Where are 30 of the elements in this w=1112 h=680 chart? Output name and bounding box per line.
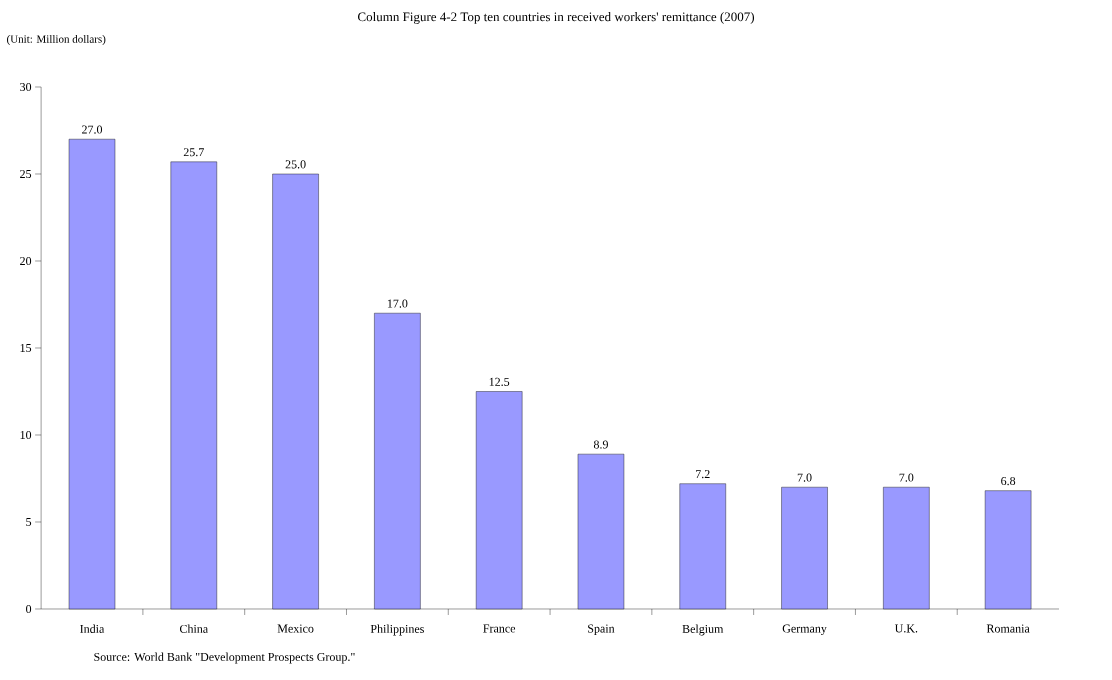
y-axis-title: (Unit: Million dollars) [7, 35, 106, 45]
x-tick-label: Belgium [682, 624, 724, 636]
x-tick-label: India [80, 624, 105, 633]
data-label: 6.8 [1001, 476, 1016, 486]
y-tick-label: 15 [20, 343, 32, 352]
data-label: 27.0 [82, 125, 103, 134]
data-label: 12.5 [489, 377, 510, 386]
x-tick-label: France [483, 624, 516, 633]
x-tick-label: Germany [782, 624, 827, 636]
y-tick-label: 30 [20, 82, 32, 92]
source-note: Source: World Bank "Development Prospects Group." [94, 652, 355, 664]
y-tick-label: 0 [26, 604, 32, 614]
x-tick-label: Philippines [370, 624, 424, 636]
data-label: 25.7 [183, 148, 204, 157]
data-label: 7.2 [696, 470, 710, 479]
data-label: 7.0 [797, 473, 812, 482]
data-label: 25.0 [285, 160, 306, 169]
data-label: 17.0 [387, 299, 408, 308]
x-tick-label: Romania [986, 624, 1030, 633]
x-tick-label: China [179, 624, 208, 633]
y-tick-label: 25 [20, 169, 32, 179]
y-tick-label: 10 [20, 430, 32, 440]
y-tick-label: 20 [20, 256, 32, 266]
data-label: 8.9 [593, 440, 608, 449]
data-label: 7.0 [899, 473, 914, 482]
y-tick-label: 5 [26, 518, 32, 526]
x-tick-label: Spain [588, 624, 615, 636]
x-tick-label: Mexico [277, 624, 314, 633]
chart-title: Column Figure 4-2 Top ten countries in received workers' remittance (2007) [357, 12, 755, 24]
x-tick-label: U.K. [894, 624, 918, 633]
